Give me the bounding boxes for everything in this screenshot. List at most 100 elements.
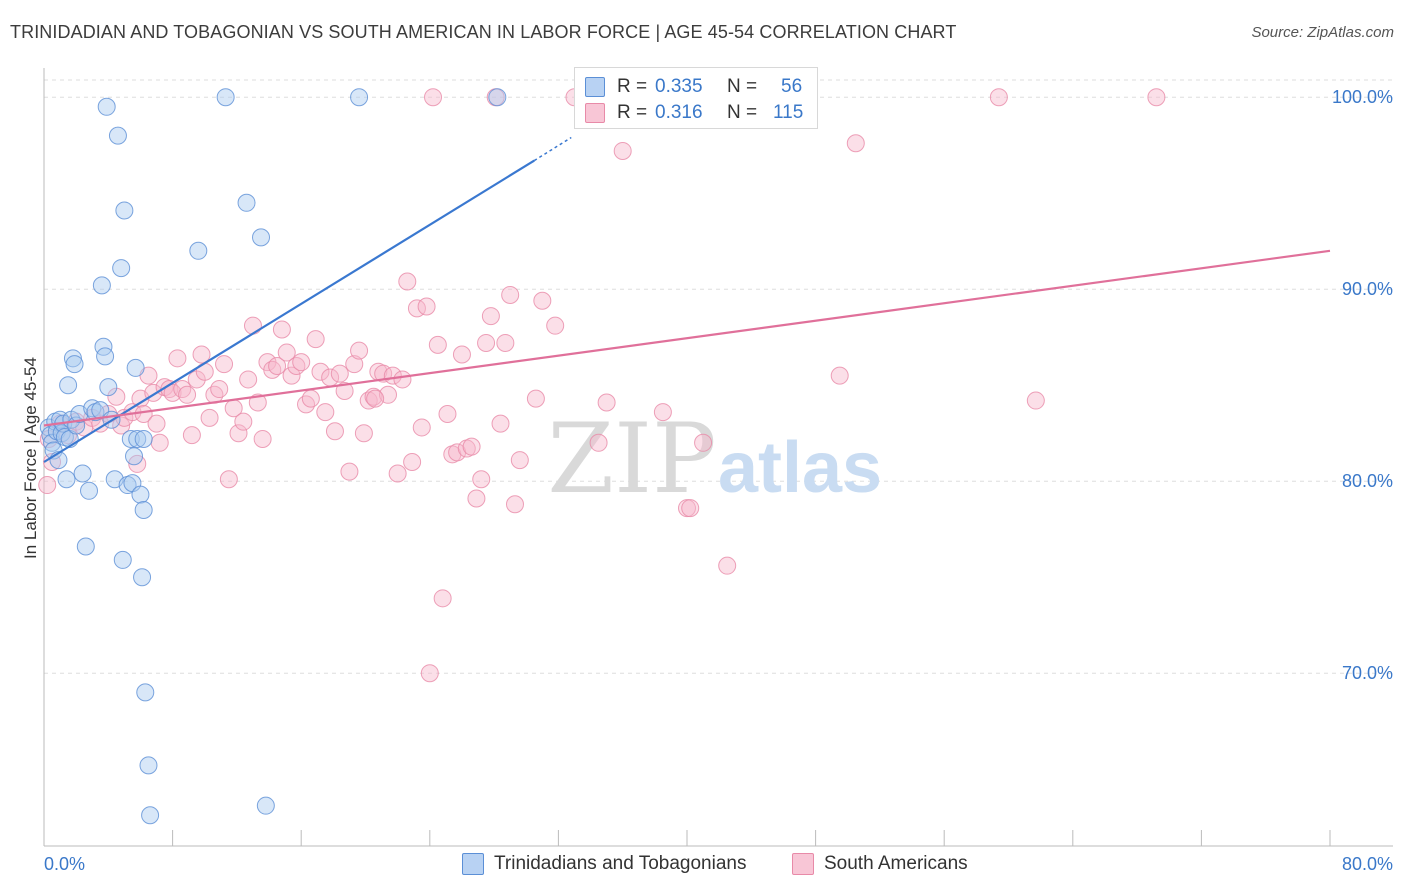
point-south-american	[526, 389, 545, 408]
point-south-american	[496, 333, 515, 352]
point-south-american	[163, 383, 182, 402]
point-trinidadian	[97, 97, 116, 116]
point-south-american	[43, 453, 62, 471]
point-trinidadian	[256, 796, 275, 815]
point-south-american	[398, 272, 417, 291]
legend-label: Trinidadians and Tobagonians	[494, 853, 747, 874]
point-south-american	[215, 355, 234, 374]
point-south-american	[383, 366, 402, 385]
point-trinidadian	[252, 228, 271, 247]
point-south-american	[433, 589, 452, 608]
point-south-american	[192, 345, 211, 364]
point-south-american	[150, 433, 169, 452]
point-south-american	[38, 476, 57, 495]
point-trinidadian	[108, 126, 127, 145]
point-south-american	[306, 330, 325, 349]
point-south-american	[297, 395, 316, 414]
point-south-american	[200, 408, 219, 427]
point-trinidadian	[121, 429, 140, 448]
point-south-american	[272, 320, 291, 339]
point-trinidadian	[136, 683, 155, 702]
point-south-american	[311, 362, 330, 381]
point-south-american	[229, 424, 248, 443]
point-trinidadian	[59, 376, 78, 395]
point-south-american	[467, 489, 486, 508]
point-south-american	[173, 380, 192, 399]
point-south-american	[393, 370, 412, 389]
point-south-american	[243, 316, 262, 335]
point-south-american	[268, 357, 287, 375]
point-south-american	[505, 495, 524, 514]
trend-lines	[43, 136, 1331, 463]
point-south-american	[335, 381, 354, 400]
y-tick-label: 90.0%	[1342, 279, 1393, 299]
point-south-american	[1147, 88, 1166, 107]
legend-r-label: R =	[617, 102, 648, 123]
chart-title: TRINIDADIAN AND TOBAGONIAN VS SOUTH AMER…	[10, 22, 957, 42]
point-south-american	[301, 389, 320, 408]
point-south-american	[830, 366, 849, 385]
point-south-american	[182, 426, 201, 445]
point-trinidadian	[189, 241, 208, 260]
legend-n-label: N =	[727, 76, 758, 97]
point-south-american	[345, 355, 364, 374]
point-south-american	[989, 88, 1008, 107]
point-south-american	[462, 437, 481, 456]
point-south-american	[412, 418, 431, 437]
point-south-american	[653, 403, 672, 422]
trend-line-extension	[533, 136, 572, 162]
point-trinidadian	[115, 201, 134, 220]
point-south-american	[417, 297, 436, 316]
point-south-american	[316, 403, 335, 422]
point-trinidadian	[125, 447, 144, 466]
point-south-american	[428, 335, 447, 354]
point-trinidadian	[237, 193, 256, 212]
source-credit: Source: ZipAtlas.com	[1251, 24, 1394, 41]
point-trinidadian	[350, 88, 369, 107]
watermark: ZIP atlas	[547, 403, 882, 515]
y-tick-label: 100.0%	[1332, 87, 1393, 107]
point-trinidadian	[80, 481, 99, 500]
point-south-american	[330, 364, 349, 383]
x-tick-label: 80.0%	[1342, 854, 1393, 874]
point-south-american	[546, 316, 565, 335]
series-south-americans	[38, 88, 1166, 683]
legend-swatch-blue	[585, 77, 605, 97]
point-south-american	[168, 349, 187, 368]
point-trinidadian	[112, 259, 131, 278]
point-trinidadian	[94, 337, 113, 356]
watermark-atlas: atlas	[718, 428, 882, 508]
point-south-american	[452, 345, 471, 364]
point-trinidadian	[139, 756, 158, 775]
legend-r-value: 0.335	[655, 76, 703, 97]
legend-swatch-pink	[585, 103, 605, 123]
point-trinidadian	[92, 276, 111, 295]
legend-n-value: 56	[781, 76, 803, 97]
y-axis-label: In Labor Force | Age 45-54	[21, 357, 40, 559]
point-south-american	[282, 366, 301, 385]
legend-r-label: R =	[617, 76, 648, 97]
series-trinidadians	[39, 88, 507, 825]
y-tick-label: 80.0%	[1342, 471, 1393, 491]
point-trinidadian	[65, 355, 84, 374]
point-trinidadian	[128, 429, 147, 448]
point-trinidadian	[134, 429, 153, 448]
point-south-american	[325, 422, 344, 441]
point-south-american	[438, 405, 457, 423]
tick-labels: 70.0% 80.0% 90.0% 100.0% 0.0% 80.0%	[44, 87, 1393, 874]
point-trinidadian	[216, 88, 235, 107]
point-south-american	[178, 385, 197, 404]
legend-swatch-blue	[462, 853, 484, 875]
point-south-american	[718, 556, 737, 575]
point-trinidadian	[73, 464, 92, 483]
point-south-american	[589, 433, 608, 452]
point-south-american	[477, 333, 496, 352]
point-south-american	[366, 389, 385, 408]
point-trinidadian	[96, 347, 115, 366]
point-south-american	[147, 414, 166, 433]
point-south-american	[510, 451, 529, 470]
point-south-american	[350, 341, 369, 360]
point-south-american	[277, 343, 296, 362]
point-south-american	[219, 470, 238, 489]
point-south-american	[533, 291, 552, 310]
